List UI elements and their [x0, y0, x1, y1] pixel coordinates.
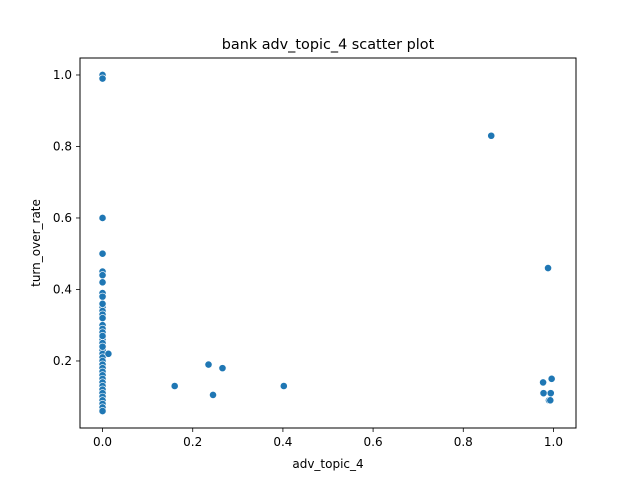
scatter-point: [547, 374, 556, 383]
x-axis-ticks: 0.0 0.2 0.4 0.6 0.8 1.0: [93, 428, 563, 449]
chart-title: bank adv_topic_4 scatter plot: [222, 37, 435, 53]
scatter-point: [539, 378, 547, 387]
scatter-point: [98, 407, 107, 415]
scatter-point: [98, 342, 107, 351]
x-tick-label: 0.0: [93, 435, 112, 449]
x-tick-label: 0.2: [183, 435, 202, 449]
y-tick-label: 0.4: [53, 282, 72, 296]
scatter-point: [170, 382, 179, 390]
scatter-point: [544, 264, 552, 272]
scatter-point: [98, 249, 107, 258]
scatter-point: [98, 292, 107, 301]
scatter-point: [98, 278, 107, 287]
scatter-point: [204, 360, 213, 369]
y-tick-label: 0.2: [53, 354, 72, 368]
scatter-point: [279, 382, 288, 390]
y-tick-label: 1.0: [53, 68, 72, 82]
x-axis-label: adv_topic_4: [292, 457, 363, 471]
x-tick-label: 0.8: [454, 435, 473, 449]
scatter-point: [98, 332, 107, 340]
y-tick-label: 0.6: [53, 211, 72, 225]
scatter-point: [209, 391, 217, 399]
scatter-point: [546, 396, 555, 405]
data-points: [98, 71, 556, 415]
scatter-point: [218, 364, 227, 373]
y-axis-label: turn_over_rate: [29, 199, 43, 287]
x-tick-label: 0.6: [364, 435, 383, 449]
plot-area-frame: [79, 57, 577, 429]
scatter-point: [546, 389, 555, 398]
scatter-point: [98, 314, 107, 322]
scatter-point: [539, 389, 548, 398]
y-tick-label: 0.8: [53, 139, 72, 153]
scatter-point: [98, 214, 107, 222]
scatter-point: [98, 74, 107, 83]
scatter-point: [104, 349, 113, 358]
x-tick-label: 0.4: [273, 435, 292, 449]
scatter-point: [487, 131, 496, 140]
x-tick-label: 1.0: [544, 435, 563, 449]
scatter-point: [98, 299, 107, 308]
scatter-point: [98, 271, 107, 280]
y-axis-ticks: 0.2 0.4 0.6 0.8 1.0: [53, 68, 80, 368]
